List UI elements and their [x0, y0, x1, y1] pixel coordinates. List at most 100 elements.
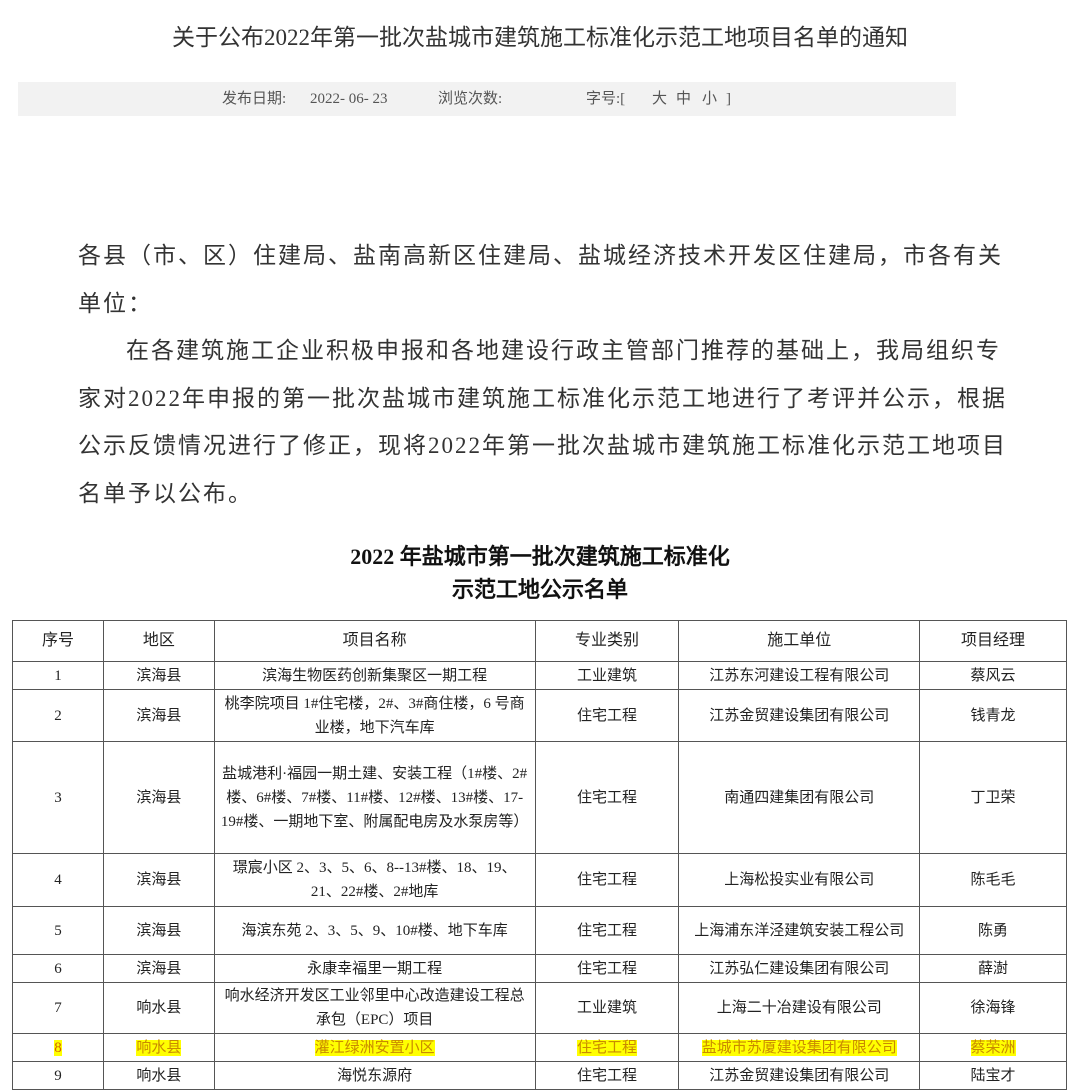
cell-contractor: 上海二十冶建设有限公司	[678, 982, 921, 1034]
cell-index: 9	[12, 1061, 104, 1090]
cell-contractor: 上海松投实业有限公司	[678, 853, 921, 907]
cell-region: 滨海县	[102, 661, 215, 690]
cell-text: 滨海县	[136, 667, 182, 684]
cell-category: 住宅工程	[534, 689, 680, 742]
cell-text: 海悦东源府	[337, 1067, 413, 1084]
cell-text: 住宅工程	[576, 872, 637, 888]
cell-index: 2	[12, 689, 104, 742]
cell-contractor: 江苏弘仁建设集团有限公司	[678, 954, 921, 983]
cell-category: 住宅工程	[534, 906, 680, 955]
font-medium-link[interactable]: 中	[676, 91, 692, 107]
cell-category: 住宅工程	[534, 954, 680, 983]
cell-index: 6	[12, 954, 104, 983]
cell-text: 3	[54, 789, 62, 806]
table-row: 2 滨海县 桃李院项目 1#住宅楼，2#、3#商住楼，6 号商业楼，地下汽车库 住宅工…	[12, 689, 1067, 742]
cell-category: 住宅工程	[534, 853, 680, 907]
cell-text: 工业建筑	[576, 1000, 637, 1016]
cell-text: 滨海县	[136, 872, 182, 888]
header-col-contractor: 施工单位	[678, 620, 921, 662]
cell-text: 1	[54, 667, 62, 684]
cell-text: 陈毛毛	[970, 872, 1016, 888]
cell-text: 4	[54, 872, 62, 888]
cell-text: 江苏金贸建设集团有限公司	[709, 707, 890, 724]
cell-region: 响水县	[102, 1033, 215, 1062]
cell-manager: 陈毛毛	[919, 853, 1067, 907]
cell-text: 7	[54, 1000, 62, 1016]
cell-manager: 薛澍	[919, 954, 1067, 983]
cell-text: 6	[54, 960, 62, 977]
cell-text: 滨海县	[136, 960, 182, 977]
cell-text: 盐城市苏厦建设集团有限公司	[701, 1039, 897, 1056]
cell-contractor: 上海浦东洋泾建筑安装工程公司	[678, 906, 921, 955]
publish-date-label: 发布日期:	[222, 91, 287, 107]
table-title: 2022 年盐城市第一批次建筑施工标准化 示范工地公示名单	[0, 540, 1080, 606]
cell-text: 海滨东苑 2、3、5、9、10#楼、地下车库	[241, 922, 508, 939]
table-row: 4 滨海县 璟宸小区 2、3、5、6、8--13#楼、18、19、21、22#楼、2…	[12, 853, 1067, 907]
table-row: 1 滨海县 滨海生物医药创新集聚区一期工程 工业建筑 江苏东河建设工程有限公司 蔡风云	[12, 661, 1067, 690]
cell-text: 2	[54, 707, 62, 724]
cell-manager: 蔡荣洲	[919, 1033, 1067, 1062]
cell-region: 响水县	[102, 1061, 215, 1090]
cell-text: 住宅工程	[576, 789, 637, 806]
cell-manager: 陆宝才	[919, 1061, 1067, 1090]
cell-text: 江苏弘仁建设集团有限公司	[709, 960, 890, 977]
font-large-link[interactable]: 大	[652, 91, 668, 107]
cell-text: 住宅工程	[576, 960, 637, 977]
cell-project-name: 海滨东苑 2、3、5、9、10#楼、地下车库	[213, 906, 536, 955]
header-col-category: 专业类别	[534, 620, 680, 662]
cell-text: 陈勇	[978, 922, 1009, 939]
cell-text: 工业建筑	[576, 667, 637, 684]
cell-text: 江苏金贸建设集团有限公司	[709, 1067, 890, 1084]
cell-region: 滨海县	[102, 853, 215, 907]
notice-title: 关于公布2022年第一批次盐城市建筑施工标准化示范工地项目名单的通知	[172, 25, 908, 50]
table-header-row: 序号 地区 项目名称 专业类别 施工单位 项目经理	[12, 620, 1067, 662]
cell-region: 滨海县	[102, 741, 215, 854]
cell-contractor: 南通四建集团有限公司	[678, 741, 921, 854]
cell-category: 住宅工程	[534, 1033, 680, 1062]
cell-manager: 丁卫荣	[919, 741, 1067, 854]
cell-text: 响水经济开发区工业邻里中心改造建设工程总承包（EPC）项目	[224, 988, 525, 1028]
notice-body: 各县（市、区）住建局、盐南高新区住建局、盐城经济技术开发区住建局，市各有关单位：…	[78, 232, 1008, 517]
cell-manager: 蔡风云	[919, 661, 1067, 690]
cell-text: 上海松投实业有限公司	[724, 872, 875, 888]
cell-text: 住宅工程	[576, 1067, 637, 1084]
cell-text: 响水县	[136, 1039, 182, 1056]
cell-manager: 陈勇	[919, 906, 1067, 955]
cell-text: 南通四建集团有限公司	[724, 789, 875, 806]
cell-project-name: 璟宸小区 2、3、5、6、8--13#楼、18、19、21、22#楼、2#地库	[213, 853, 536, 907]
cell-text: 滨海生物医药创新集聚区一期工程	[262, 667, 488, 684]
body-paragraph: 在各建筑施工企业积极申报和各地建设行政主管部门推荐的基础上，我局组织专家对202…	[78, 338, 1007, 506]
header-col-project-name: 项目名称	[213, 620, 536, 662]
cell-region: 滨海县	[102, 954, 215, 983]
table-row: 9 响水县 海悦东源府 住宅工程 江苏金贸建设集团有限公司 陆宝才	[12, 1061, 1067, 1090]
cell-text: 璟宸小区 2、3、5、6、8--13#楼、18、19、21、22#楼、2#地库	[232, 860, 517, 900]
cell-category: 住宅工程	[534, 1061, 680, 1090]
cell-contractor: 江苏金贸建设集团有限公司	[678, 689, 921, 742]
cell-project-name: 桃李院项目 1#住宅楼，2#、3#商住楼，6 号商业楼，地下汽车库	[213, 689, 536, 742]
cell-project-name: 灌江绿洲安置小区	[213, 1033, 536, 1062]
cell-text: 上海二十冶建设有限公司	[716, 1000, 882, 1016]
cell-text: 滨海县	[136, 922, 182, 939]
cell-text: 徐海锋	[970, 1000, 1016, 1016]
cell-text: 5	[54, 922, 62, 939]
cell-text: 桃李院项目 1#住宅楼，2#、3#商住楼，6 号商业楼，地下汽车库	[224, 695, 525, 736]
cell-text: 住宅工程	[576, 922, 637, 939]
cell-text: 钱青龙	[970, 707, 1016, 724]
publish-date: 2022- 06- 23	[310, 91, 388, 107]
table-row: 8 响水县 灌江绿洲安置小区 住宅工程 盐城市苏厦建设集团有限公司 蔡荣洲	[12, 1033, 1067, 1062]
cell-contractor: 江苏东河建设工程有限公司	[678, 661, 921, 690]
font-size-bracket: ]	[726, 91, 731, 107]
cell-index: 7	[12, 982, 104, 1034]
cell-text: 陆宝才	[970, 1067, 1016, 1084]
cell-manager: 钱青龙	[919, 689, 1067, 742]
cell-text: 丁卫荣	[970, 789, 1016, 806]
cell-text: 盐城港利·福园一期土建、安装工程（1#楼、2#楼、6#楼、7#楼、11#楼、12…	[220, 765, 529, 830]
header-col-manager: 项目经理	[919, 620, 1067, 662]
cell-text: 上海浦东洋泾建筑安装工程公司	[694, 922, 905, 939]
cell-text: 响水县	[136, 1067, 182, 1084]
font-small-link[interactable]: 小	[702, 91, 718, 107]
cell-project-name: 响水经济开发区工业邻里中心改造建设工程总承包（EPC）项目	[213, 982, 536, 1034]
cell-project-name: 滨海生物医药创新集聚区一期工程	[213, 661, 536, 690]
notice-meta-bar: 发布日期: 2022- 06- 23 浏览次数: 字号:[ 大 中 小 ]	[18, 82, 956, 116]
cell-category: 住宅工程	[534, 741, 680, 854]
